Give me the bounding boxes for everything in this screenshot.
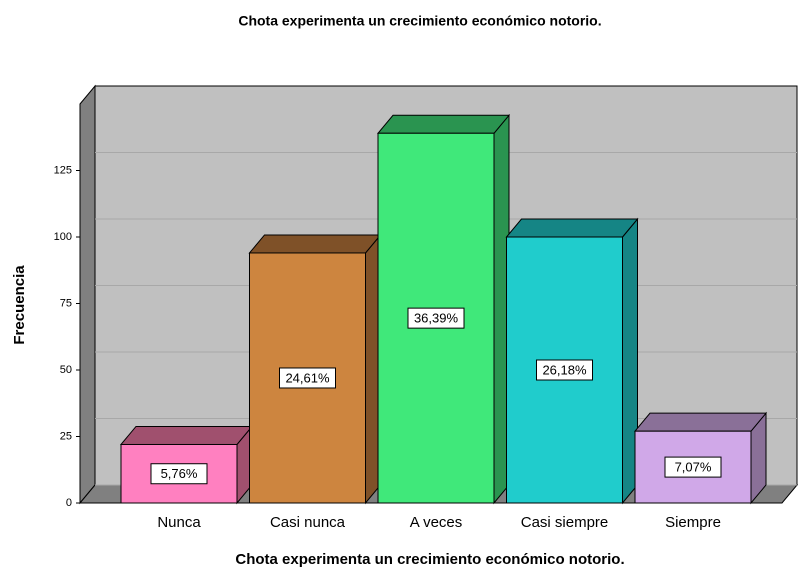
bar-top bbox=[376, 114, 511, 134]
bar-top bbox=[119, 425, 254, 445]
y-tick-label: 100 bbox=[54, 231, 72, 243]
data-label-box bbox=[407, 307, 465, 329]
bar-top bbox=[505, 218, 639, 238]
x-tick-label: Siempre bbox=[665, 514, 721, 531]
x-tick-label: Casi nunca bbox=[270, 514, 346, 531]
bar-top bbox=[633, 412, 768, 432]
data-label-box bbox=[150, 463, 208, 485]
x-tick-label: Casi siempre bbox=[521, 514, 609, 531]
side-wall bbox=[79, 84, 96, 505]
x-axis-label: Chota experimenta un crecimiento económi… bbox=[235, 551, 624, 568]
data-label: 24,61% bbox=[285, 370, 330, 385]
data-label: 5,76% bbox=[161, 466, 198, 481]
data-label-box bbox=[664, 456, 722, 478]
y-tick-label: 75 bbox=[60, 297, 72, 309]
x-tick-label: A veces bbox=[410, 514, 463, 531]
y-axis-label: Frecuencia bbox=[11, 265, 28, 345]
data-label: 36,39% bbox=[414, 311, 459, 326]
data-label-box bbox=[536, 359, 593, 381]
chart-title: Chota experimenta un crecimiento económi… bbox=[238, 13, 601, 29]
data-label: 26,18% bbox=[542, 362, 587, 377]
data-label-box bbox=[279, 367, 336, 389]
bar-top bbox=[248, 234, 382, 254]
data-label: 7,07% bbox=[675, 460, 712, 475]
y-tick-label: 0 bbox=[66, 497, 72, 509]
x-tick-label: Nunca bbox=[157, 514, 201, 531]
y-tick-label: 25 bbox=[60, 430, 72, 442]
y-tick-label: 125 bbox=[54, 164, 72, 176]
y-tick-label: 50 bbox=[60, 364, 72, 376]
